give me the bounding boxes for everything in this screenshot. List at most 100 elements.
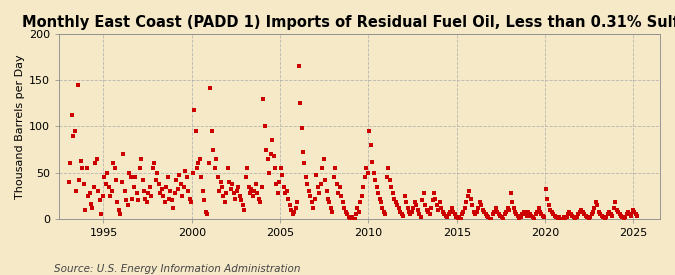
Point: [171, 178, 182, 182]
Point: [430, 196, 441, 201]
Point: [176, 182, 186, 186]
Point: [365, 143, 376, 147]
Point: [356, 194, 367, 198]
Point: [396, 212, 407, 216]
Point: [237, 203, 248, 207]
Point: [352, 206, 363, 210]
Point: [548, 212, 559, 216]
Y-axis label: Thousand Barrels per Day: Thousand Barrels per Day: [15, 54, 25, 199]
Point: [339, 206, 350, 210]
Point: [342, 212, 352, 216]
Point: [68, 133, 79, 138]
Point: [477, 208, 488, 212]
Point: [168, 206, 179, 210]
Point: [349, 217, 360, 221]
Point: [115, 212, 126, 216]
Point: [124, 170, 134, 175]
Point: [399, 194, 410, 198]
Point: [149, 161, 160, 166]
Point: [426, 206, 437, 210]
Point: [248, 194, 259, 198]
Point: [117, 180, 128, 184]
Point: [140, 196, 151, 201]
Point: [472, 206, 483, 210]
Point: [203, 161, 214, 166]
Point: [101, 182, 111, 186]
Point: [158, 194, 169, 198]
Point: [471, 209, 482, 214]
Point: [535, 209, 545, 214]
Point: [324, 200, 335, 205]
Point: [558, 215, 569, 219]
Point: [486, 217, 497, 221]
Point: [583, 217, 594, 221]
Point: [340, 209, 351, 214]
Point: [379, 209, 389, 214]
Point: [511, 212, 522, 216]
Point: [632, 214, 643, 218]
Point: [317, 166, 327, 170]
Point: [389, 196, 400, 201]
Point: [445, 209, 456, 214]
Point: [517, 212, 528, 216]
Point: [601, 215, 612, 219]
Point: [261, 147, 271, 152]
Point: [566, 212, 576, 216]
Point: [521, 214, 532, 218]
Point: [72, 82, 83, 87]
Point: [126, 175, 136, 180]
Point: [321, 189, 332, 193]
Point: [172, 187, 183, 192]
Point: [514, 217, 524, 221]
Point: [429, 191, 439, 195]
Point: [371, 185, 382, 189]
Point: [580, 214, 591, 218]
Point: [369, 170, 379, 175]
Point: [70, 129, 80, 133]
Point: [452, 217, 463, 221]
Point: [479, 209, 489, 214]
Point: [405, 212, 416, 216]
Point: [296, 126, 307, 131]
Point: [263, 157, 273, 161]
Point: [280, 191, 291, 195]
Point: [109, 166, 120, 170]
Point: [255, 200, 266, 205]
Point: [574, 209, 585, 214]
Point: [343, 215, 354, 219]
Point: [217, 185, 227, 189]
Point: [97, 194, 108, 198]
Point: [151, 178, 161, 182]
Point: [505, 191, 516, 195]
Point: [338, 200, 348, 205]
Point: [268, 154, 279, 158]
Point: [526, 214, 537, 218]
Point: [228, 191, 239, 195]
Point: [223, 166, 234, 170]
Point: [259, 124, 270, 129]
Point: [381, 175, 392, 180]
Point: [616, 214, 626, 218]
Point: [518, 209, 529, 214]
Point: [630, 212, 641, 216]
Point: [153, 182, 164, 186]
Point: [232, 189, 242, 193]
Point: [106, 189, 117, 193]
Point: [597, 214, 608, 218]
Point: [133, 198, 144, 203]
Point: [146, 194, 157, 198]
Point: [623, 209, 634, 214]
Point: [355, 200, 366, 205]
Point: [462, 194, 473, 198]
Point: [304, 189, 315, 193]
Point: [88, 185, 99, 189]
Point: [358, 185, 369, 189]
Point: [327, 209, 338, 214]
Point: [183, 189, 194, 193]
Point: [298, 150, 308, 155]
Point: [556, 217, 566, 221]
Point: [293, 64, 304, 68]
Point: [137, 178, 148, 182]
Point: [187, 170, 198, 175]
Point: [184, 196, 195, 201]
